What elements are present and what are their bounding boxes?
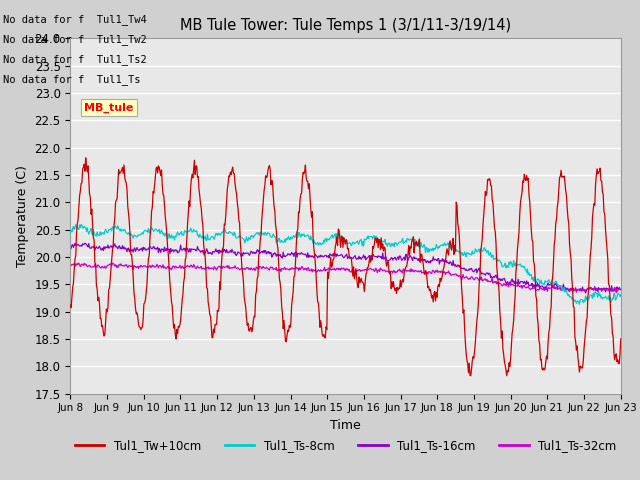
Text: No data for f  Tul1_Ts2: No data for f Tul1_Ts2: [3, 54, 147, 65]
Text: No data for f  Tul1_Ts: No data for f Tul1_Ts: [3, 74, 141, 85]
Y-axis label: Temperature (C): Temperature (C): [16, 165, 29, 267]
Title: MB Tule Tower: Tule Temps 1 (3/1/11-3/19/14): MB Tule Tower: Tule Temps 1 (3/1/11-3/19…: [180, 18, 511, 33]
Legend: Tul1_Tw+10cm, Tul1_Ts-8cm, Tul1_Ts-16cm, Tul1_Ts-32cm: Tul1_Tw+10cm, Tul1_Ts-8cm, Tul1_Ts-16cm,…: [70, 434, 621, 457]
X-axis label: Time: Time: [330, 419, 361, 432]
Text: No data for f  Tul1_Tw2: No data for f Tul1_Tw2: [3, 34, 147, 45]
Text: No data for f  Tul1_Tw4: No data for f Tul1_Tw4: [3, 13, 147, 24]
Text: MB_tule: MB_tule: [84, 103, 134, 113]
